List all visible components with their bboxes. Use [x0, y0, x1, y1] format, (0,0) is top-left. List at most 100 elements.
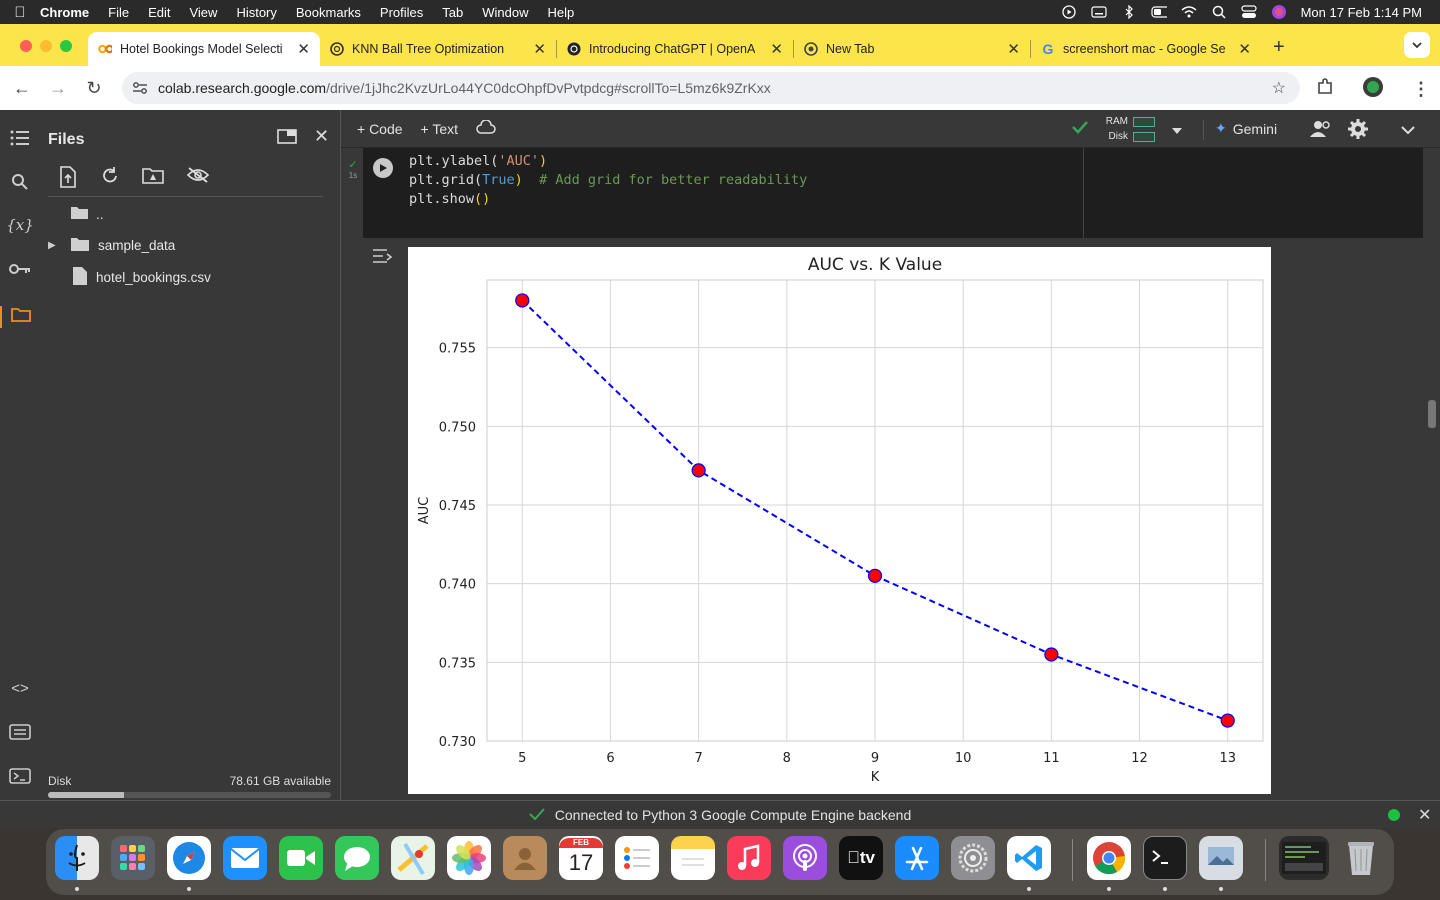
secrets-key-icon[interactable]	[0, 262, 40, 279]
collapse-header-chevron-icon[interactable]	[1401, 122, 1415, 138]
menu-help[interactable]: Help	[547, 4, 575, 20]
resource-monitor[interactable]: RAM Disk	[1104, 114, 1155, 144]
output-actions-icon[interactable]	[372, 247, 394, 270]
contacts-icon[interactable]	[503, 836, 547, 880]
vertical-scrollbar[interactable]	[1428, 400, 1436, 428]
mail-icon[interactable]	[223, 836, 267, 880]
site-settings-icon[interactable]	[122, 81, 158, 95]
notes-icon[interactable]	[671, 836, 715, 880]
reload-icon[interactable]: ↻	[86, 77, 102, 98]
trash-icon[interactable]	[1339, 836, 1383, 880]
zoom-window-button[interactable]	[60, 40, 72, 52]
files-folder-icon[interactable]	[0, 306, 40, 328]
photos-icon[interactable]	[447, 836, 491, 880]
variables-icon[interactable]: {x}	[6, 216, 34, 234]
file-row-hotel-bookings[interactable]: hotel_bookings.csv	[72, 265, 211, 289]
spotlight-search-icon[interactable]	[1211, 4, 1227, 20]
new-tab-plus-icon[interactable]: +	[1273, 36, 1285, 58]
tab-close-icon[interactable]: ✕	[1007, 41, 1020, 58]
battery-icon[interactable]	[1150, 4, 1167, 20]
forward-arrow-icon[interactable]: →	[49, 77, 67, 98]
podcasts-icon[interactable]	[783, 836, 827, 880]
run-cell-button[interactable]	[373, 158, 393, 178]
reminders-icon[interactable]	[615, 836, 659, 880]
facetime-icon[interactable]	[279, 836, 323, 880]
control-center-icon[interactable]	[1240, 4, 1257, 20]
app-store-icon[interactable]	[895, 836, 939, 880]
menu-file[interactable]: File	[108, 4, 130, 20]
tab-close-icon[interactable]: ✕	[533, 41, 546, 58]
menu-history[interactable]: History	[236, 4, 277, 20]
open-in-tab-icon[interactable]	[277, 128, 297, 149]
address-bar[interactable]: colab.research.google.com/drive/1jJhc2Kv…	[122, 72, 1300, 104]
keyboard-status-icon[interactable]	[1090, 4, 1107, 20]
vscode-icon[interactable]	[1007, 836, 1051, 880]
add-text-button[interactable]: + Text	[420, 120, 459, 137]
tab-knn-ball-tree[interactable]: KNN Ball Tree Optimization ✕	[320, 32, 556, 66]
add-code-button[interactable]: + Code	[357, 120, 403, 137]
recent-window-thumbnail[interactable]	[1279, 836, 1329, 880]
wifi-icon[interactable]	[1181, 4, 1197, 20]
chrome-menu-icon[interactable]: ⋮	[1412, 79, 1430, 99]
close-panel-icon[interactable]: ✕	[314, 126, 330, 146]
menu-profiles[interactable]: Profiles	[379, 4, 424, 20]
parent-folder-row[interactable]: ..	[70, 202, 104, 226]
terminal-icon[interactable]	[0, 768, 40, 788]
files-panel-title: Files	[48, 131, 85, 148]
mount-drive-icon[interactable]	[142, 166, 164, 193]
preview-icon[interactable]	[1199, 836, 1243, 880]
command-palette-icon[interactable]	[0, 724, 40, 744]
menu-view[interactable]: View	[189, 4, 218, 20]
settings-gear-icon[interactable]	[1347, 118, 1369, 143]
tab-search-chevron-icon[interactable]	[1404, 32, 1430, 58]
menu-tab[interactable]: Tab	[442, 4, 464, 20]
extensions-puzzle-icon[interactable]	[1316, 78, 1334, 101]
chrome-icon[interactable]	[1087, 836, 1131, 880]
apple-tv-icon[interactable]: tv	[839, 836, 883, 880]
profile-avatar[interactable]	[1362, 76, 1384, 103]
hide-files-icon[interactable]	[186, 166, 210, 193]
minimize-window-button[interactable]	[40, 40, 52, 52]
tab-introducing-chatgpt[interactable]: Introducing ChatGPT | OpenA ✕	[557, 32, 793, 66]
tab-google-search[interactable]: G screenshort mac - Google Se ✕	[1031, 32, 1261, 66]
back-arrow-icon[interactable]: ←	[13, 77, 31, 98]
code-cell[interactable]: plt.ylabel('AUC') plt.grid(True) # Add g…	[363, 148, 1423, 238]
music-icon[interactable]	[727, 836, 771, 880]
gemini-button[interactable]: ✦ Gemini	[1215, 120, 1277, 137]
menu-edit[interactable]: Edit	[148, 4, 171, 20]
tab-hotel-bookings[interactable]: Hotel Bookings Model Selecti ✕	[88, 32, 320, 66]
menubar-datetime[interactable]: Mon 17 Feb 1:14 PM	[1300, 4, 1422, 20]
messages-icon[interactable]	[335, 836, 379, 880]
file-row-sample-data[interactable]: ▶ sample_data	[48, 233, 175, 257]
refresh-icon[interactable]	[100, 166, 120, 193]
tab-close-icon[interactable]: ✕	[1238, 41, 1251, 58]
bookmark-star-icon[interactable]: ☆	[1271, 80, 1286, 97]
menu-window[interactable]: Window	[482, 4, 529, 20]
terminal-app-icon[interactable]	[1143, 836, 1187, 880]
search-icon[interactable]	[0, 173, 40, 195]
launchpad-icon[interactable]	[111, 836, 155, 880]
table-of-contents-icon[interactable]	[0, 130, 40, 150]
upload-file-icon[interactable]	[58, 166, 78, 193]
close-status-icon[interactable]: ✕	[1418, 807, 1432, 824]
expand-arrow-icon[interactable]: ▶	[48, 239, 56, 251]
finder-icon[interactable]	[55, 836, 99, 880]
calendar-icon[interactable]: FEB 17	[559, 836, 603, 880]
play-status-icon[interactable]	[1061, 4, 1077, 20]
bluetooth-icon[interactable]	[1121, 4, 1137, 20]
drive-save-icon[interactable]	[476, 119, 496, 137]
system-settings-icon[interactable]	[951, 836, 995, 880]
apple-icon[interactable]: 	[0, 4, 40, 21]
tab-close-icon[interactable]: ✕	[297, 41, 310, 58]
menu-app-name[interactable]: Chrome	[40, 4, 90, 20]
siri-icon[interactable]	[1271, 4, 1287, 20]
share-people-icon[interactable]	[1309, 120, 1333, 141]
resources-dropdown-icon[interactable]	[1171, 122, 1183, 138]
tab-new-tab[interactable]: New Tab ✕	[794, 32, 1030, 66]
close-window-button[interactable]	[20, 40, 32, 52]
code-snippets-icon[interactable]: <>	[11, 680, 29, 697]
tab-close-icon[interactable]: ✕	[770, 41, 783, 58]
maps-icon[interactable]	[391, 836, 435, 880]
safari-icon[interactable]	[167, 836, 211, 880]
menu-bookmarks[interactable]: Bookmarks	[295, 4, 361, 20]
